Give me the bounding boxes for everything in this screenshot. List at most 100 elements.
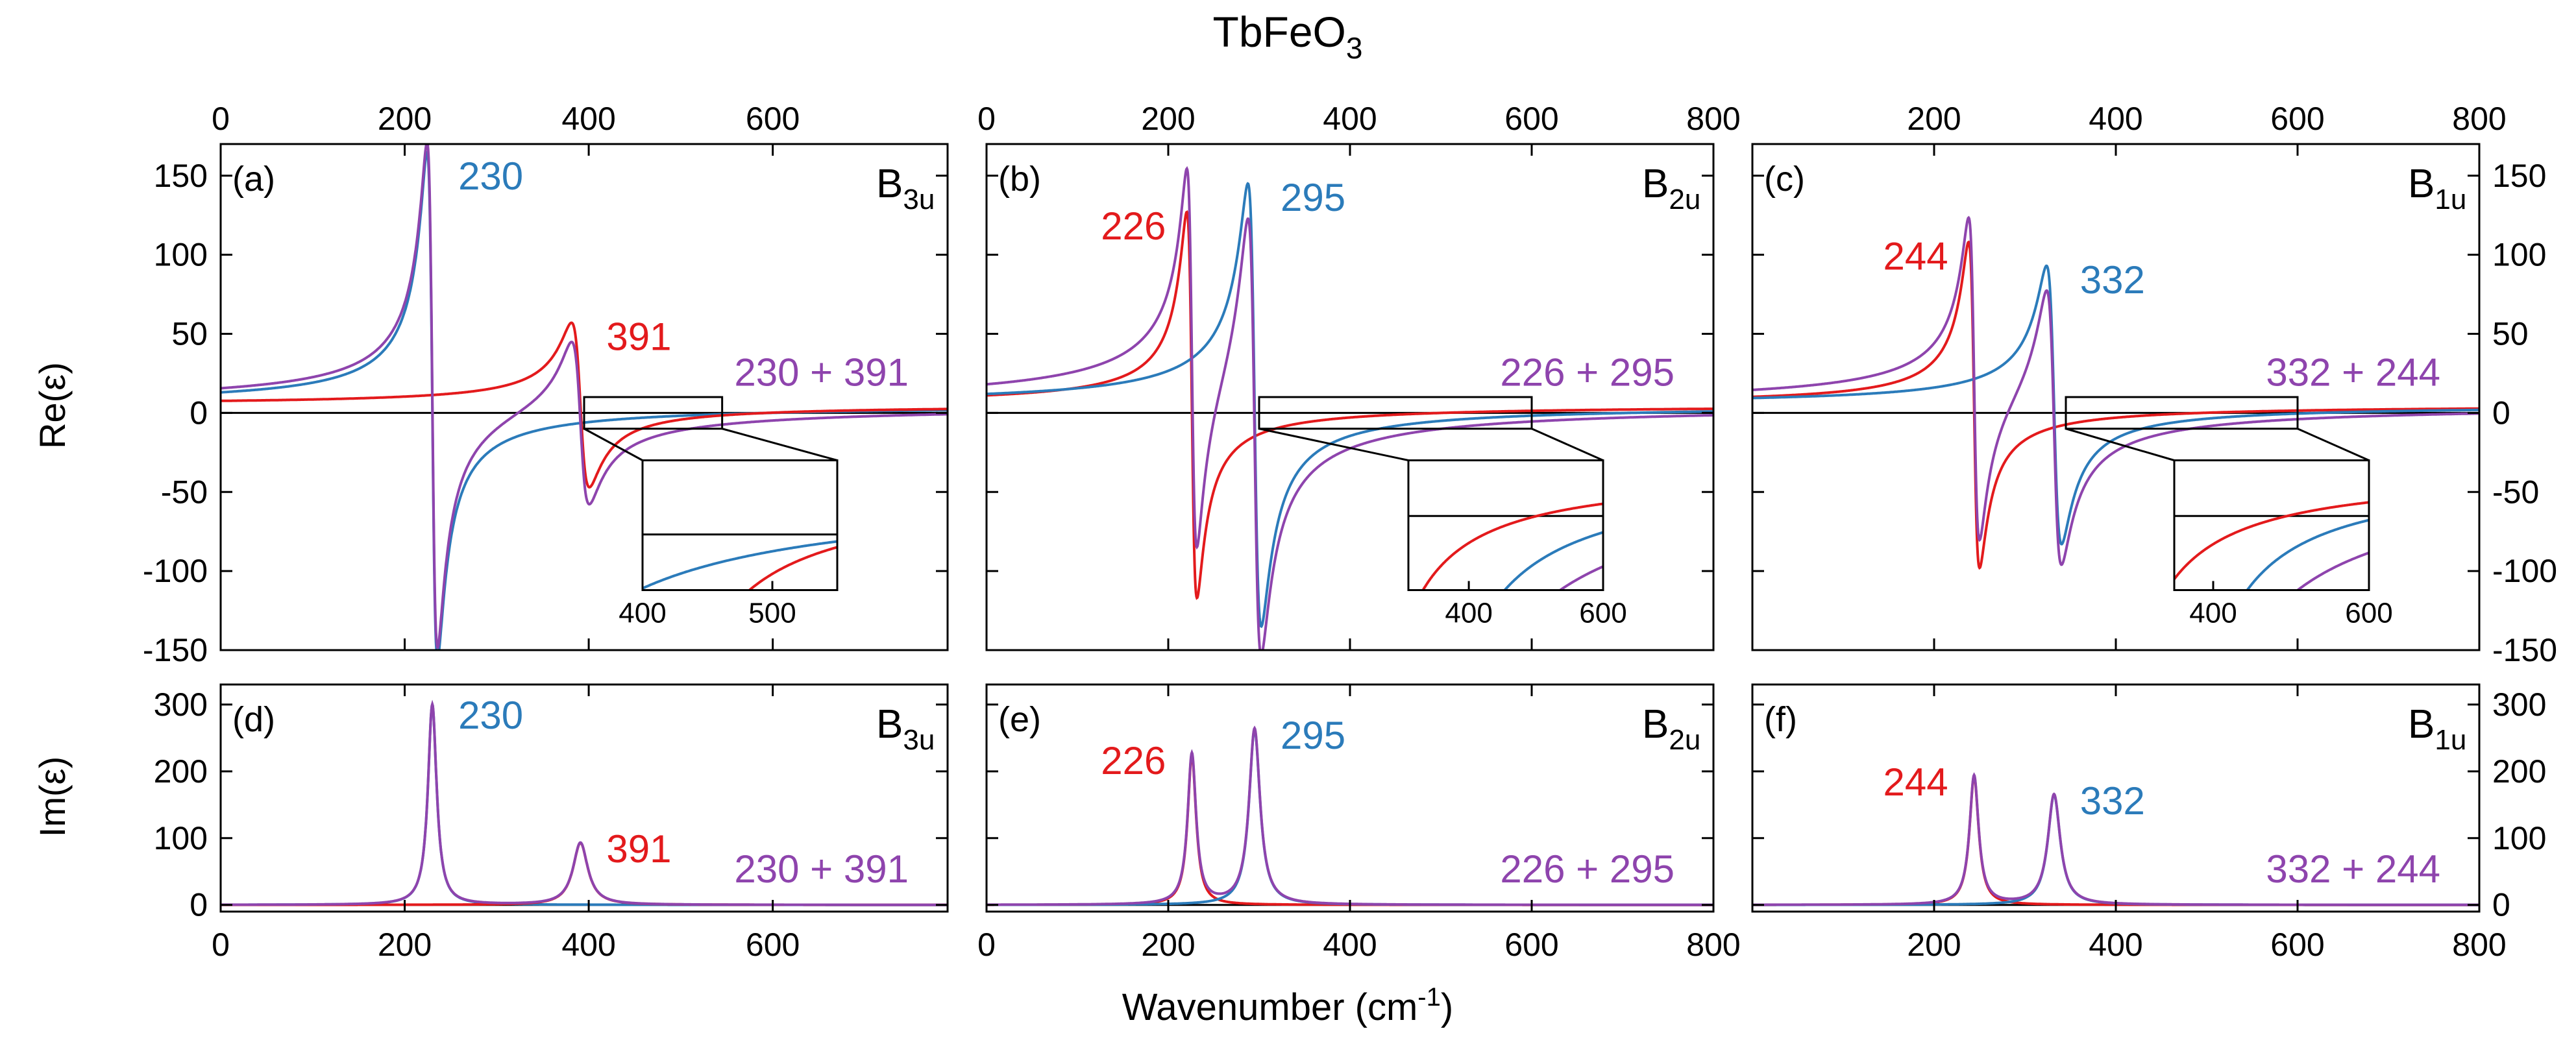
x-tick-label: 200	[1907, 101, 1961, 137]
x-tick-label: 200	[378, 101, 432, 137]
mode-label-244: 244	[1883, 234, 1948, 278]
zoom-box	[1258, 396, 1533, 430]
x-tick-label: 0	[977, 101, 996, 137]
y-tick-label: 100	[154, 237, 208, 273]
y-tick-label: -150	[143, 632, 208, 668]
symmetry-label: B3u	[876, 702, 935, 756]
panel-letter: (f)	[1764, 700, 1797, 739]
y-tick-label: 100	[2492, 237, 2546, 273]
mode-label-391: 391	[606, 315, 671, 359]
inset-series-244	[2174, 501, 2369, 580]
mode-label-226: 226	[1101, 204, 1166, 248]
x-tick-label: 800	[1686, 101, 1740, 137]
mode-label-391: 391	[606, 827, 671, 871]
mode-label-332: 332	[2080, 258, 2145, 302]
symmetry-sub: 1u	[2435, 184, 2466, 215]
inset-frame	[641, 459, 839, 591]
zoom-box	[583, 396, 724, 430]
y-axis-label-im: Im(ε)	[32, 757, 73, 837]
symmetry-sub: 2u	[1669, 184, 1700, 215]
series-391	[221, 321, 948, 489]
x-tick-label: 800	[2452, 927, 2506, 963]
y-tick-label: 0	[2492, 887, 2510, 923]
y-tick-label: 50	[2492, 316, 2529, 352]
x-tick-label: 400	[2089, 927, 2142, 963]
x-tick-label: 800	[2452, 101, 2506, 137]
inset-x-tick-label: 600	[2345, 598, 2392, 629]
x-tick-label: 600	[746, 927, 800, 963]
inset-frame	[1407, 459, 1604, 591]
inset: 400 600	[1407, 459, 1627, 629]
symmetry-sub: 2u	[1669, 724, 1700, 756]
zoom-connector	[722, 428, 838, 461]
inset: 400 600	[2173, 459, 2393, 629]
symmetry-label: B1u	[2408, 702, 2466, 756]
panel-a: 0 200 400 600 -150 -100 -50 0 50 100 150 (a) B3u 230 3…	[143, 101, 949, 668]
panel-letter: (a)	[232, 160, 275, 199]
y-tick-label: 100	[2492, 820, 2546, 856]
inset-series-226	[1421, 502, 1603, 590]
x-tick-label: 800	[1686, 927, 1740, 963]
panel-letter: (e)	[998, 700, 1041, 739]
inset-series-combined	[643, 601, 837, 636]
y-tick-label: 0	[190, 887, 208, 923]
x-tick-label: 200	[378, 927, 432, 963]
y-tick-label: 0	[2492, 394, 2510, 431]
panel-d: 0 200 400 600 0 100 200 300 (d) B3u 230 391 230 + 39…	[154, 683, 949, 963]
y-tick-label: 100	[154, 820, 208, 856]
y-tick-label: -150	[2492, 632, 2557, 668]
inset-series-230	[643, 540, 837, 590]
symmetry-sub: 1u	[2435, 724, 2466, 756]
inset-bg	[643, 460, 837, 590]
mode-label-295: 295	[1281, 714, 1345, 757]
symmetry-label: B2u	[1642, 162, 1700, 215]
series-295	[987, 182, 1713, 629]
series-combined	[221, 144, 948, 649]
inset-x-tick-label: 400	[2189, 598, 2237, 629]
symmetry-sub: 3u	[903, 724, 935, 756]
zoom-connector	[2297, 428, 2370, 461]
y-tick-label: 200	[154, 753, 208, 790]
zoom-connector	[2065, 428, 2175, 461]
y-tick-label: -50	[161, 474, 208, 510]
inset: 400 500	[619, 459, 839, 636]
mode-label-244: 244	[1883, 760, 1948, 804]
series-combined	[1752, 215, 2479, 566]
x-tick-label: 400	[2089, 101, 2142, 137]
y-tick-label: 150	[154, 158, 208, 194]
x-tick-label: 400	[1323, 101, 1377, 137]
panel-f: 200 400 600 800 0 100 200 300 (f) B1u 244 332 332 + …	[1751, 683, 2546, 963]
panel-letter: (c)	[1764, 160, 1805, 199]
symmetry-base: B	[876, 162, 903, 206]
x-tick-label: 400	[1323, 927, 1377, 963]
symmetry-base: B	[2408, 702, 2435, 747]
inset-series-295	[1503, 531, 1603, 590]
inset-series-combined	[1558, 565, 1603, 590]
inset-x-tick-label: 400	[1445, 598, 1492, 629]
figure-title: TbFeO3	[1213, 8, 1363, 65]
x-tick-label: 200	[1907, 927, 1961, 963]
inset-x-tick-label: 600	[1579, 598, 1626, 629]
inset-frame	[2173, 459, 2370, 591]
zoom-connector	[1258, 428, 1409, 461]
x-tick-label: 600	[746, 101, 800, 137]
x-tick-label: 200	[1141, 927, 1195, 963]
x-tick-label: 600	[1504, 101, 1558, 137]
series-combined	[221, 699, 948, 906]
y-tick-label: -100	[2492, 553, 2557, 589]
y-tick-label: 0	[190, 394, 208, 431]
x-tick-label: 200	[1141, 101, 1195, 137]
series-332	[1752, 264, 2479, 546]
x-tick-label: 600	[2270, 101, 2324, 137]
symmetry-label: B3u	[876, 162, 935, 215]
x-tick-label: 0	[212, 927, 230, 963]
x-tick-label: 400	[561, 101, 615, 137]
x-tick-label: 600	[1504, 927, 1558, 963]
y-tick-label: 50	[171, 316, 208, 352]
series-combined	[987, 166, 1713, 650]
inset-series-391	[747, 546, 837, 590]
panel-c: 200 400 600 800 -150 -100 -50 0 50 100 150 (c) B1u 24…	[1751, 101, 2557, 668]
combined-label: 230 + 391	[734, 847, 909, 891]
y-tick-label: 200	[2492, 753, 2546, 790]
